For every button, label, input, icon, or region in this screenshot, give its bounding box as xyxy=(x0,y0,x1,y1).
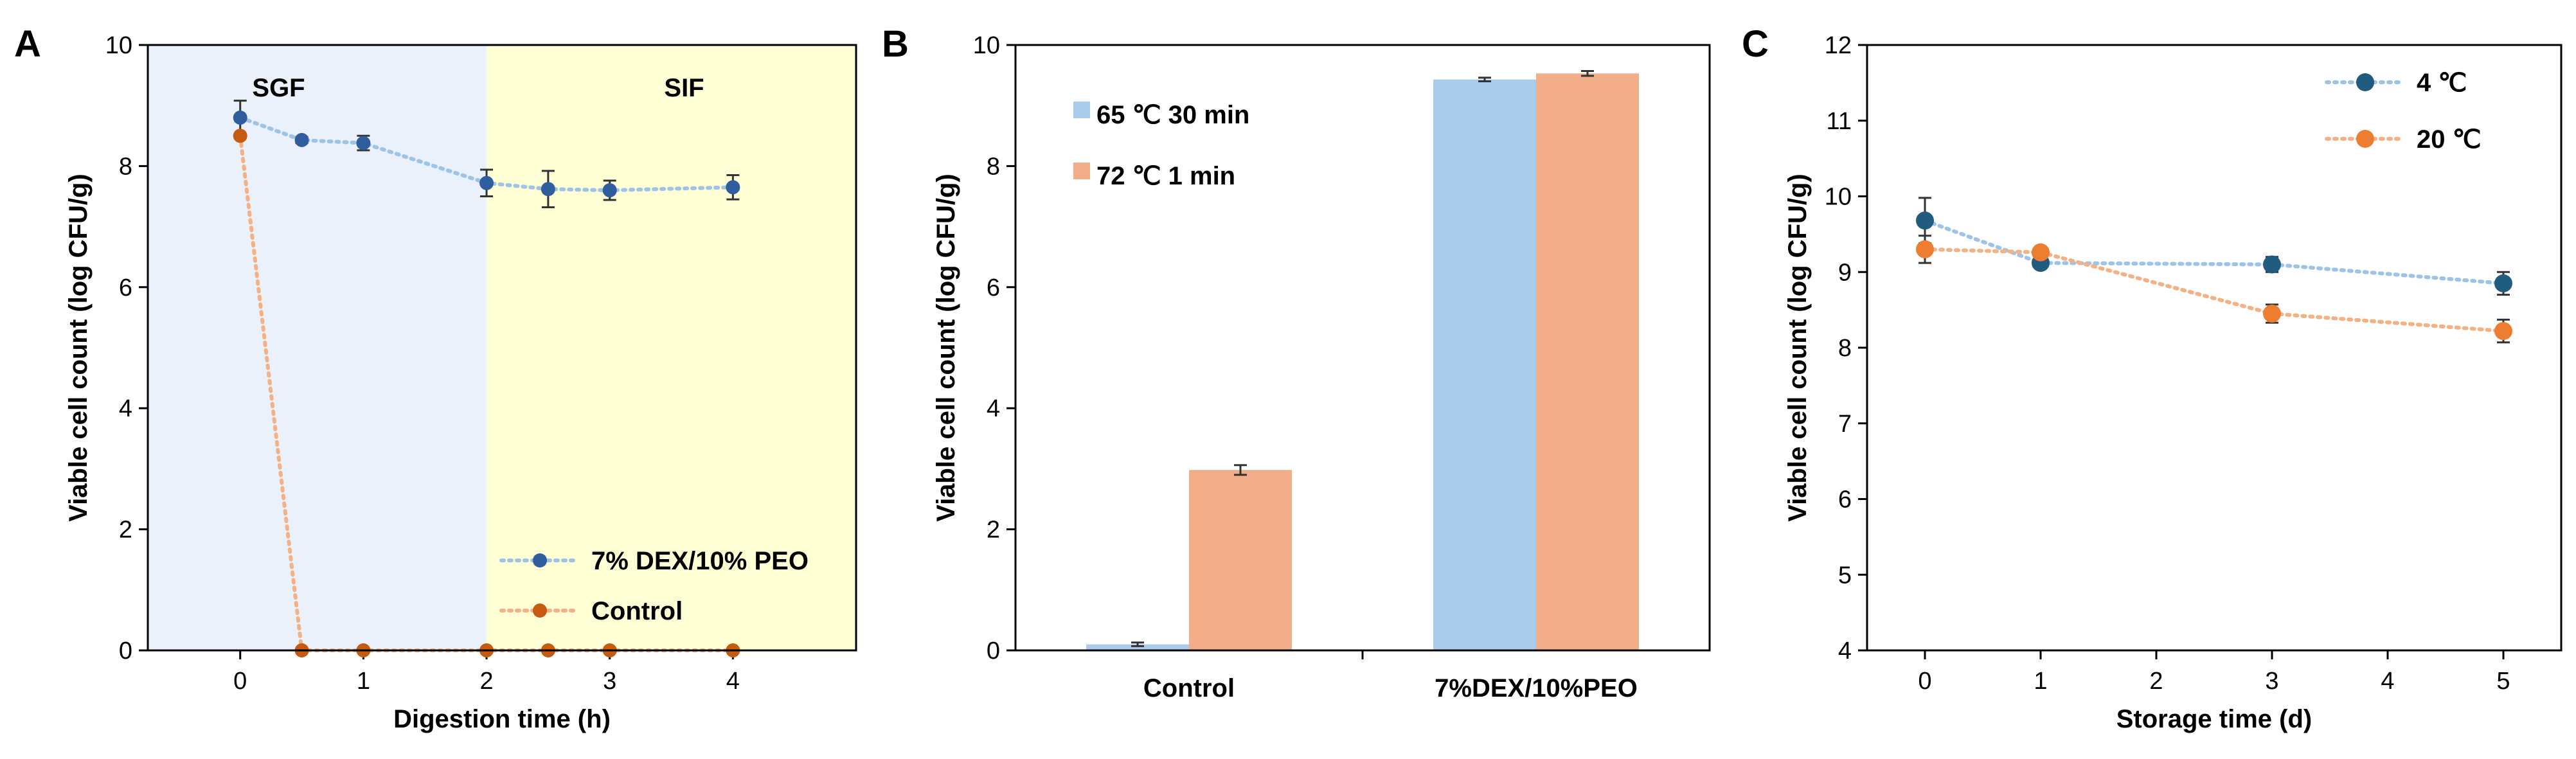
panel-A-frame xyxy=(147,44,857,652)
panel-C-ytick-label-5: 9 xyxy=(1838,259,1852,286)
panel-C-xtick-label-5: 5 xyxy=(2496,668,2510,695)
panel-B-legend-label-1: 72 ℃ 1 min xyxy=(1096,162,1235,190)
panel-C-ytick-label-3: 7 xyxy=(1838,411,1852,438)
panel-C-ytick-label-2: 6 xyxy=(1838,487,1852,513)
panel-C-legend-marker-1 xyxy=(2356,130,2374,148)
panel-C-series-1-point-2 xyxy=(2263,305,2281,323)
panel-B-chart: B 0 2 4 6 8 10 Viable cell count (log CFU/g) Con… xyxy=(882,23,1711,702)
panel-A-letter: A xyxy=(14,23,41,65)
panel-B-bar-1-1 xyxy=(1536,73,1639,651)
panel-B-ytick-label-1: 2 xyxy=(987,517,1000,544)
panel-C-xtick-label-1: 1 xyxy=(2034,668,2047,695)
panel-A-xtick-label-0: 0 xyxy=(233,668,247,695)
panel-A-series-0-point-6 xyxy=(726,180,740,195)
panel-C-legend-marker-0 xyxy=(2356,73,2374,91)
panel-B-legend-swatch-1 xyxy=(1073,163,1090,179)
panel-B-bar-1-0 xyxy=(1433,79,1536,651)
panel-A-ytick-label-0: 0 xyxy=(119,638,132,665)
panel-C-series-0-point-2 xyxy=(2263,255,2281,274)
panel-A-xtick-label-1: 1 xyxy=(357,668,370,695)
panel-C-xtick-label-3: 3 xyxy=(2265,668,2278,695)
panel-A-region-label-0: SGF xyxy=(252,74,305,102)
panel-C-xlabel: Storage time (d) xyxy=(2116,705,2312,733)
panel-A-region-sgf xyxy=(148,45,487,650)
panel-C-xtick-label-4: 4 xyxy=(2381,668,2394,695)
panel-B-bar-0-1 xyxy=(1189,470,1292,650)
panel-A-legend-label-1: Control xyxy=(591,597,683,625)
panel-C-series-1-point-0 xyxy=(1916,240,1934,258)
panel-A-ytick-label-2: 4 xyxy=(119,395,132,422)
panel-C-series-1-line xyxy=(1923,247,2505,334)
panel-C-ytick-label-4: 8 xyxy=(1838,335,1852,362)
panel-A-xtick-label-2: 2 xyxy=(479,668,493,695)
panel-B-letter: B xyxy=(882,23,909,65)
panel-B-category-label-0: Control xyxy=(1143,674,1235,702)
panel-B-bar-0-0 xyxy=(1086,644,1189,650)
panel-A-xtick-label-3: 3 xyxy=(603,668,616,695)
panel-B-ytick-label-5: 10 xyxy=(973,32,1000,59)
panel-A-series-0-point-2 xyxy=(356,136,371,150)
panel-C-letter: C xyxy=(1742,23,1769,65)
panel-A-series-1-point-0 xyxy=(233,129,247,143)
panel-A-xlabel: Digestion time (h) xyxy=(393,705,611,733)
panel-C-series-0-point-0 xyxy=(1916,211,1934,230)
panel-A-region-label-1: SIF xyxy=(664,74,704,102)
panel-C-series-0-point-3 xyxy=(2494,274,2512,292)
panel-C-ytick-label-8: 12 xyxy=(1825,32,1852,59)
panel-C-xtick-label-2: 2 xyxy=(2149,668,2163,695)
panel-B-legend-swatch-0 xyxy=(1073,102,1090,118)
panel-C-ylabel: Viable cell count (log CFU/g) xyxy=(1784,174,1812,522)
panel-C-ytick-label-6: 10 xyxy=(1825,184,1852,211)
panel-A-series-0-point-0 xyxy=(233,111,247,125)
panel-C-ytick-label-0: 4 xyxy=(1838,638,1852,665)
panel-A-series-0-point-1 xyxy=(294,132,309,147)
panel-B-ytick-label-0: 0 xyxy=(987,638,1000,665)
panel-B-ylabel: Viable cell count (log CFU/g) xyxy=(932,174,960,522)
panel-A-ytick-label-1: 2 xyxy=(119,517,132,544)
panel-C-series-0-line xyxy=(1923,219,2505,285)
panel-B-ytick-label-3: 6 xyxy=(987,274,1000,301)
panel-C-series-1-point-1 xyxy=(2032,243,2050,262)
panel-A-ytick-label-4: 8 xyxy=(119,153,132,180)
panel-C-ytick-label-1: 5 xyxy=(1838,562,1852,589)
panel-C-legend-label-0: 4 ℃ xyxy=(2417,69,2467,97)
panel-A-ytick-label-3: 6 xyxy=(119,274,132,301)
panel-C-xtick-label-0: 0 xyxy=(1918,668,1931,695)
panel-C-series-1-point-3 xyxy=(2494,322,2512,341)
panel-A-region-sif xyxy=(487,45,856,650)
panel-A-series-0-point-5 xyxy=(602,183,617,198)
panel-C-frame xyxy=(1866,44,2563,652)
panel-B-ytick-label-4: 8 xyxy=(987,153,1000,180)
panel-B-legend-label-0: 65 ℃ 30 min xyxy=(1096,101,1249,129)
panel-B-ytick-label-2: 4 xyxy=(987,395,1000,422)
panel-C-ytick-label-7: 11 xyxy=(1827,108,1852,135)
panel-A-legend-marker-0 xyxy=(533,553,547,567)
panel-A-ylabel: Viable cell count (log CFU/g) xyxy=(64,174,93,522)
panel-A-xtick-label-4: 4 xyxy=(726,668,740,695)
panel-B-category-label-1: 7%DEX/10%PEO xyxy=(1435,674,1638,702)
panel-A-series-0-point-3 xyxy=(479,175,494,190)
panel-A-series-0-point-4 xyxy=(541,182,555,197)
panel-B-frame xyxy=(1014,44,1711,652)
panel-A-legend-marker-1 xyxy=(533,603,547,618)
panel-A-legend-label-0: 7% DEX/10% PEO xyxy=(591,547,809,575)
panel-C-legend-label-1: 20 ℃ xyxy=(2417,125,2482,154)
panel-A-ytick-label-5: 10 xyxy=(105,32,132,59)
